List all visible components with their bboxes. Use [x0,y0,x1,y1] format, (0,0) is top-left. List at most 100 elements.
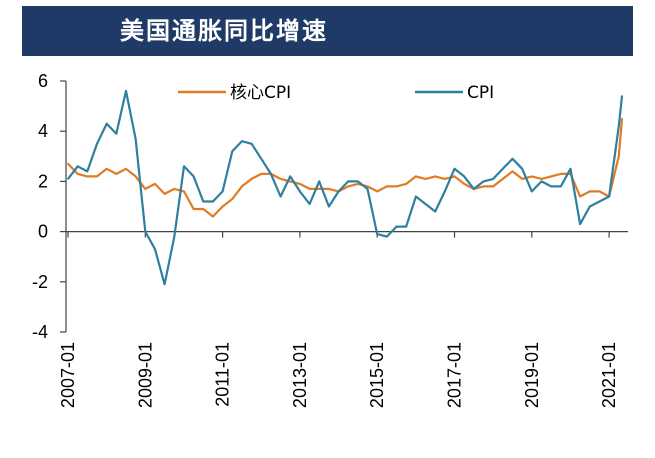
data-point [231,150,234,153]
data-point [221,205,224,208]
data-point [347,180,350,183]
data-point [115,172,118,175]
data-point [424,203,427,205]
data-point [395,185,398,188]
data-point [521,167,524,170]
data-point [453,167,456,170]
data-point [463,183,466,185]
data-point [192,208,195,210]
data-point [492,185,495,188]
data-point [472,188,475,190]
data-point [405,225,408,228]
data-point [347,185,350,188]
data-point [163,283,166,286]
data-point [154,248,156,251]
data-point [86,170,89,173]
legend: 核心CPI CPI [178,83,494,103]
data-point [115,132,118,135]
data-point [443,177,446,180]
x-tick-label: 2007-01 [58,342,78,408]
data-point [134,175,137,178]
data-point [299,190,301,193]
data-point [598,200,601,203]
data-point [511,170,514,173]
data-point [588,205,591,208]
data-point [598,190,601,193]
data-point [385,185,388,188]
series-layer [67,89,624,286]
legend-label: CPI [467,83,494,103]
data-point [395,225,398,228]
data-point [540,180,543,183]
y-tick-label: 2 [38,171,48,191]
data-point [231,198,234,200]
data-point [492,177,495,180]
data-point [511,157,514,160]
data-point [621,117,623,120]
data-point [434,175,437,178]
data-point [183,165,185,168]
x-tick-label: 2017-01 [445,342,465,408]
data-point [463,175,466,178]
series-0 [67,117,624,218]
x-tick-label: 2021-01 [599,342,619,408]
data-point [241,185,243,188]
data-point [241,140,243,143]
data-point [96,142,98,145]
x-tick-label: 2013-01 [290,342,310,408]
y-tick-label: 0 [38,222,48,242]
data-point [617,155,620,158]
data-point [579,223,582,225]
data-point [559,172,562,175]
data-point [134,137,137,140]
data-point [260,157,263,160]
data-point [482,185,485,188]
data-point [154,183,156,185]
data-point [76,165,79,168]
data-point [289,180,292,183]
data-point [405,183,408,185]
data-point [173,235,176,238]
data-point [105,167,108,170]
data-point [76,172,79,175]
data-point [279,177,282,180]
x-tick-label: 2015-01 [367,342,387,408]
data-point [621,95,623,97]
data-point [260,172,263,175]
data-point [327,188,330,190]
data-point [86,175,89,178]
data-point [443,190,446,193]
title-banner: 美国通胀同比增速 [22,6,633,56]
data-point [424,177,427,180]
data-point [617,125,620,128]
data-point [482,180,485,183]
data-point [212,200,214,203]
data-point [588,190,591,193]
data-point [250,142,253,145]
data-point [434,210,437,213]
data-point [356,180,359,183]
series-line-0 [67,118,624,218]
data-point [318,188,321,190]
data-point [540,177,543,180]
data-point [202,200,205,203]
data-point [221,190,224,193]
x-tick-label: 2009-01 [135,342,155,408]
data-point [289,175,292,178]
data-point [366,185,369,188]
data-point [501,167,504,170]
x-tick-label: 2019-01 [522,342,542,408]
data-point [183,190,185,193]
data-point [337,190,340,193]
data-point [125,167,127,170]
legend-label: 核心CPI [230,83,291,103]
y-tick-label: -4 [32,322,48,342]
data-point [96,175,98,178]
data-point [579,195,582,198]
data-point [608,195,611,198]
data-point [192,175,195,178]
data-point [67,177,69,180]
data-point [385,235,388,238]
data-point [569,167,572,170]
